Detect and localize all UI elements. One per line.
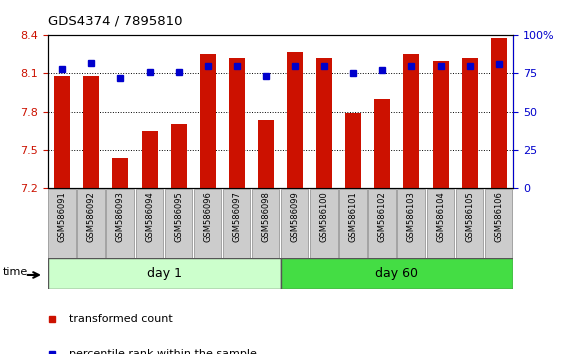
Text: GSM586091: GSM586091 <box>58 191 67 242</box>
Bar <box>491 38 507 188</box>
Text: day 1: day 1 <box>146 267 182 280</box>
Text: GSM586102: GSM586102 <box>378 191 387 242</box>
FancyBboxPatch shape <box>485 189 512 258</box>
FancyBboxPatch shape <box>107 189 134 258</box>
Text: GSM586106: GSM586106 <box>494 191 503 242</box>
Text: GSM586096: GSM586096 <box>203 191 212 242</box>
Bar <box>54 76 70 188</box>
FancyBboxPatch shape <box>339 189 367 258</box>
Bar <box>112 159 128 188</box>
Text: day 60: day 60 <box>375 267 419 280</box>
Bar <box>374 99 390 188</box>
Bar <box>345 113 361 188</box>
FancyBboxPatch shape <box>310 189 338 258</box>
Text: GDS4374 / 7895810: GDS4374 / 7895810 <box>48 14 182 27</box>
Text: GSM586092: GSM586092 <box>87 191 96 242</box>
Text: percentile rank within the sample: percentile rank within the sample <box>69 349 257 354</box>
Text: time: time <box>2 267 27 277</box>
Bar <box>141 131 158 188</box>
Bar <box>171 124 187 188</box>
Bar <box>403 55 420 188</box>
Bar <box>229 58 245 188</box>
Text: GSM586094: GSM586094 <box>145 191 154 242</box>
FancyBboxPatch shape <box>252 189 279 258</box>
Text: transformed count: transformed count <box>69 314 173 324</box>
Text: GSM586104: GSM586104 <box>436 191 445 242</box>
FancyBboxPatch shape <box>369 189 396 258</box>
FancyBboxPatch shape <box>223 189 250 258</box>
Text: GSM586097: GSM586097 <box>232 191 241 242</box>
Bar <box>287 52 303 188</box>
FancyBboxPatch shape <box>48 258 280 289</box>
Text: GSM586103: GSM586103 <box>407 191 416 242</box>
FancyBboxPatch shape <box>194 189 221 258</box>
Text: GSM586093: GSM586093 <box>116 191 125 242</box>
FancyBboxPatch shape <box>426 189 454 258</box>
Text: GSM586100: GSM586100 <box>320 191 329 242</box>
Bar <box>84 76 99 188</box>
FancyBboxPatch shape <box>281 189 309 258</box>
Text: GSM586105: GSM586105 <box>465 191 474 242</box>
Text: GSM586095: GSM586095 <box>174 191 183 242</box>
FancyBboxPatch shape <box>77 189 105 258</box>
Bar <box>200 55 216 188</box>
Bar <box>462 58 477 188</box>
FancyBboxPatch shape <box>136 189 163 258</box>
Text: GSM586101: GSM586101 <box>349 191 358 242</box>
FancyBboxPatch shape <box>280 258 513 289</box>
Text: GSM586099: GSM586099 <box>291 191 300 242</box>
Bar <box>433 61 449 188</box>
FancyBboxPatch shape <box>165 189 192 258</box>
Text: GSM586098: GSM586098 <box>261 191 270 242</box>
FancyBboxPatch shape <box>398 189 425 258</box>
FancyBboxPatch shape <box>48 189 76 258</box>
Bar <box>258 120 274 188</box>
Bar <box>316 58 332 188</box>
FancyBboxPatch shape <box>456 189 483 258</box>
